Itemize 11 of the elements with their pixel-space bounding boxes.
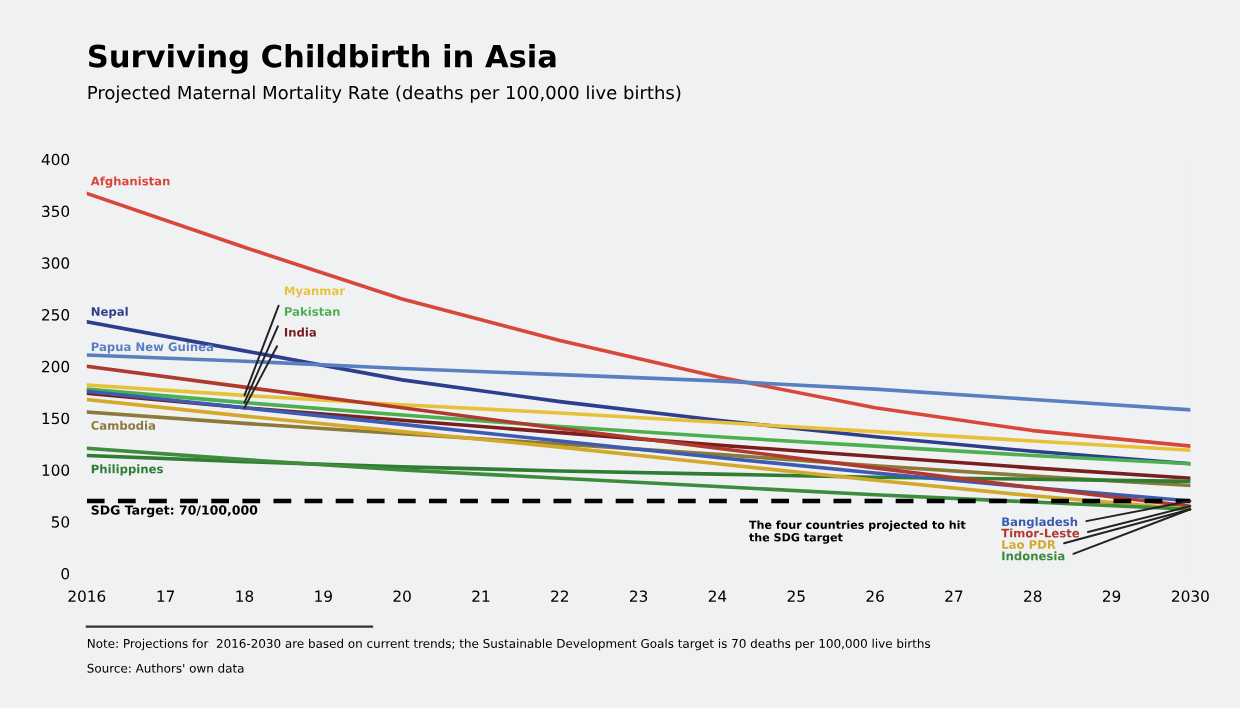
line-series (86, 391, 1191, 481)
line-series (86, 410, 1191, 488)
chart-subtitle: Projected Maternal Mortality Rate (deaths per 100,000 live births) (88, 85, 681, 103)
line-series (86, 353, 1191, 412)
line-series (86, 383, 1191, 453)
line-series (86, 364, 1191, 508)
chart-title: Surviving Childbirth in Asia (88, 44, 556, 74)
line-series (86, 320, 1191, 466)
line-series (86, 453, 1191, 484)
line-series (86, 387, 1191, 466)
line-series (86, 191, 1191, 448)
